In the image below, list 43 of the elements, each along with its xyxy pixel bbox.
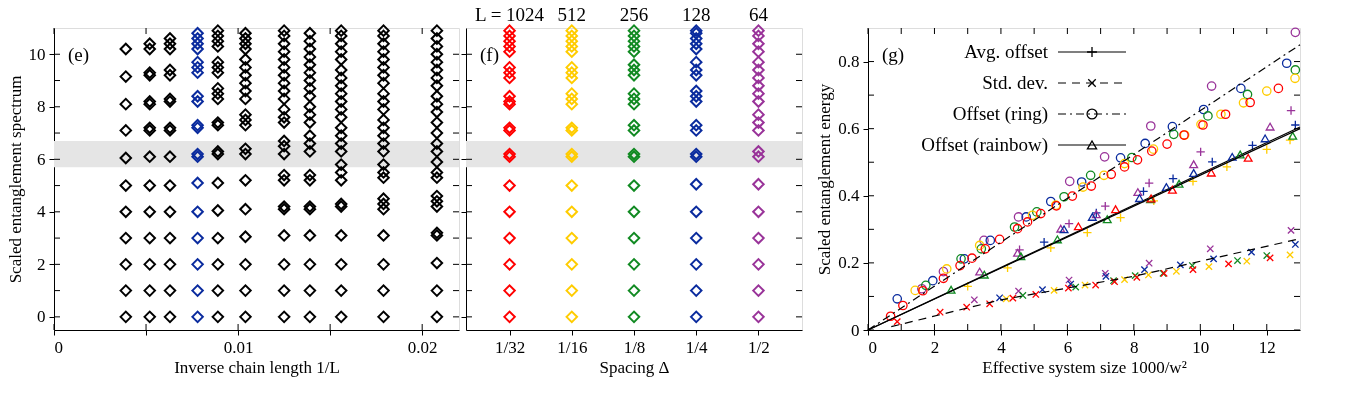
x-tick-label: 1/32 [494,337,526,357]
y-tick-label: 10 [28,44,46,64]
annotation: (g) [882,44,905,66]
text: 256 [619,4,649,25]
y-tick-label: 2 [37,254,46,274]
x-tick-label: 8 [1130,337,1139,357]
y-tick-label: 0.6 [838,119,860,139]
legend-label: Offset (ring) [952,103,1048,125]
text: 128 [681,4,711,25]
x-tick-label: 12 [1258,337,1276,357]
text: 512 [557,4,587,25]
x-tick-label: 10 [1192,337,1210,357]
y-tick-label: 0 [37,307,46,327]
x-tick-label: 1/8 [623,337,646,357]
text: L = 1024 [474,4,545,25]
annotation: (f) [480,44,499,66]
x-tick-label: 1/2 [748,337,770,357]
x-axis-title: Spacing Δ [599,357,670,377]
y-tick-label: 0.8 [838,52,860,72]
x-tick-label: 0.02 [407,337,438,357]
y-tick-label: 6 [37,149,46,169]
y-axis-title: Scaled entanglement spectrum [5,75,25,284]
x-tick-label: 1/4 [685,337,709,357]
legend-label: Offset (rainbow) [921,134,1048,156]
x-tick-label: 6 [1063,337,1073,357]
y-tick-label: 0.2 [838,253,860,273]
y-tick-label: 4 [37,202,46,222]
x-tick-label: 2 [930,337,940,357]
annotation: (e) [68,44,90,66]
y-tick-label: 8 [37,97,46,117]
x-tick-label: 0 [54,337,63,357]
y-tick-label: 0.4 [838,186,860,206]
x-tick-label: 1/16 [557,337,588,357]
y-axis-title: Scaled entanglement energy [815,83,835,276]
x-tick-label: 0.01 [223,337,254,357]
text: 64 [748,4,769,25]
y-tick-label: 0 [851,320,860,340]
legend-label: Std. dev. [982,72,1048,93]
x-tick-label: 0 [868,337,877,357]
legend-label: Avg. offset [964,41,1049,62]
x-axis-title: Inverse chain length 1/L [174,357,340,377]
x-tick-label: 4 [997,337,1007,357]
x-axis-title: Effective system size 1000/w² [982,357,1187,377]
